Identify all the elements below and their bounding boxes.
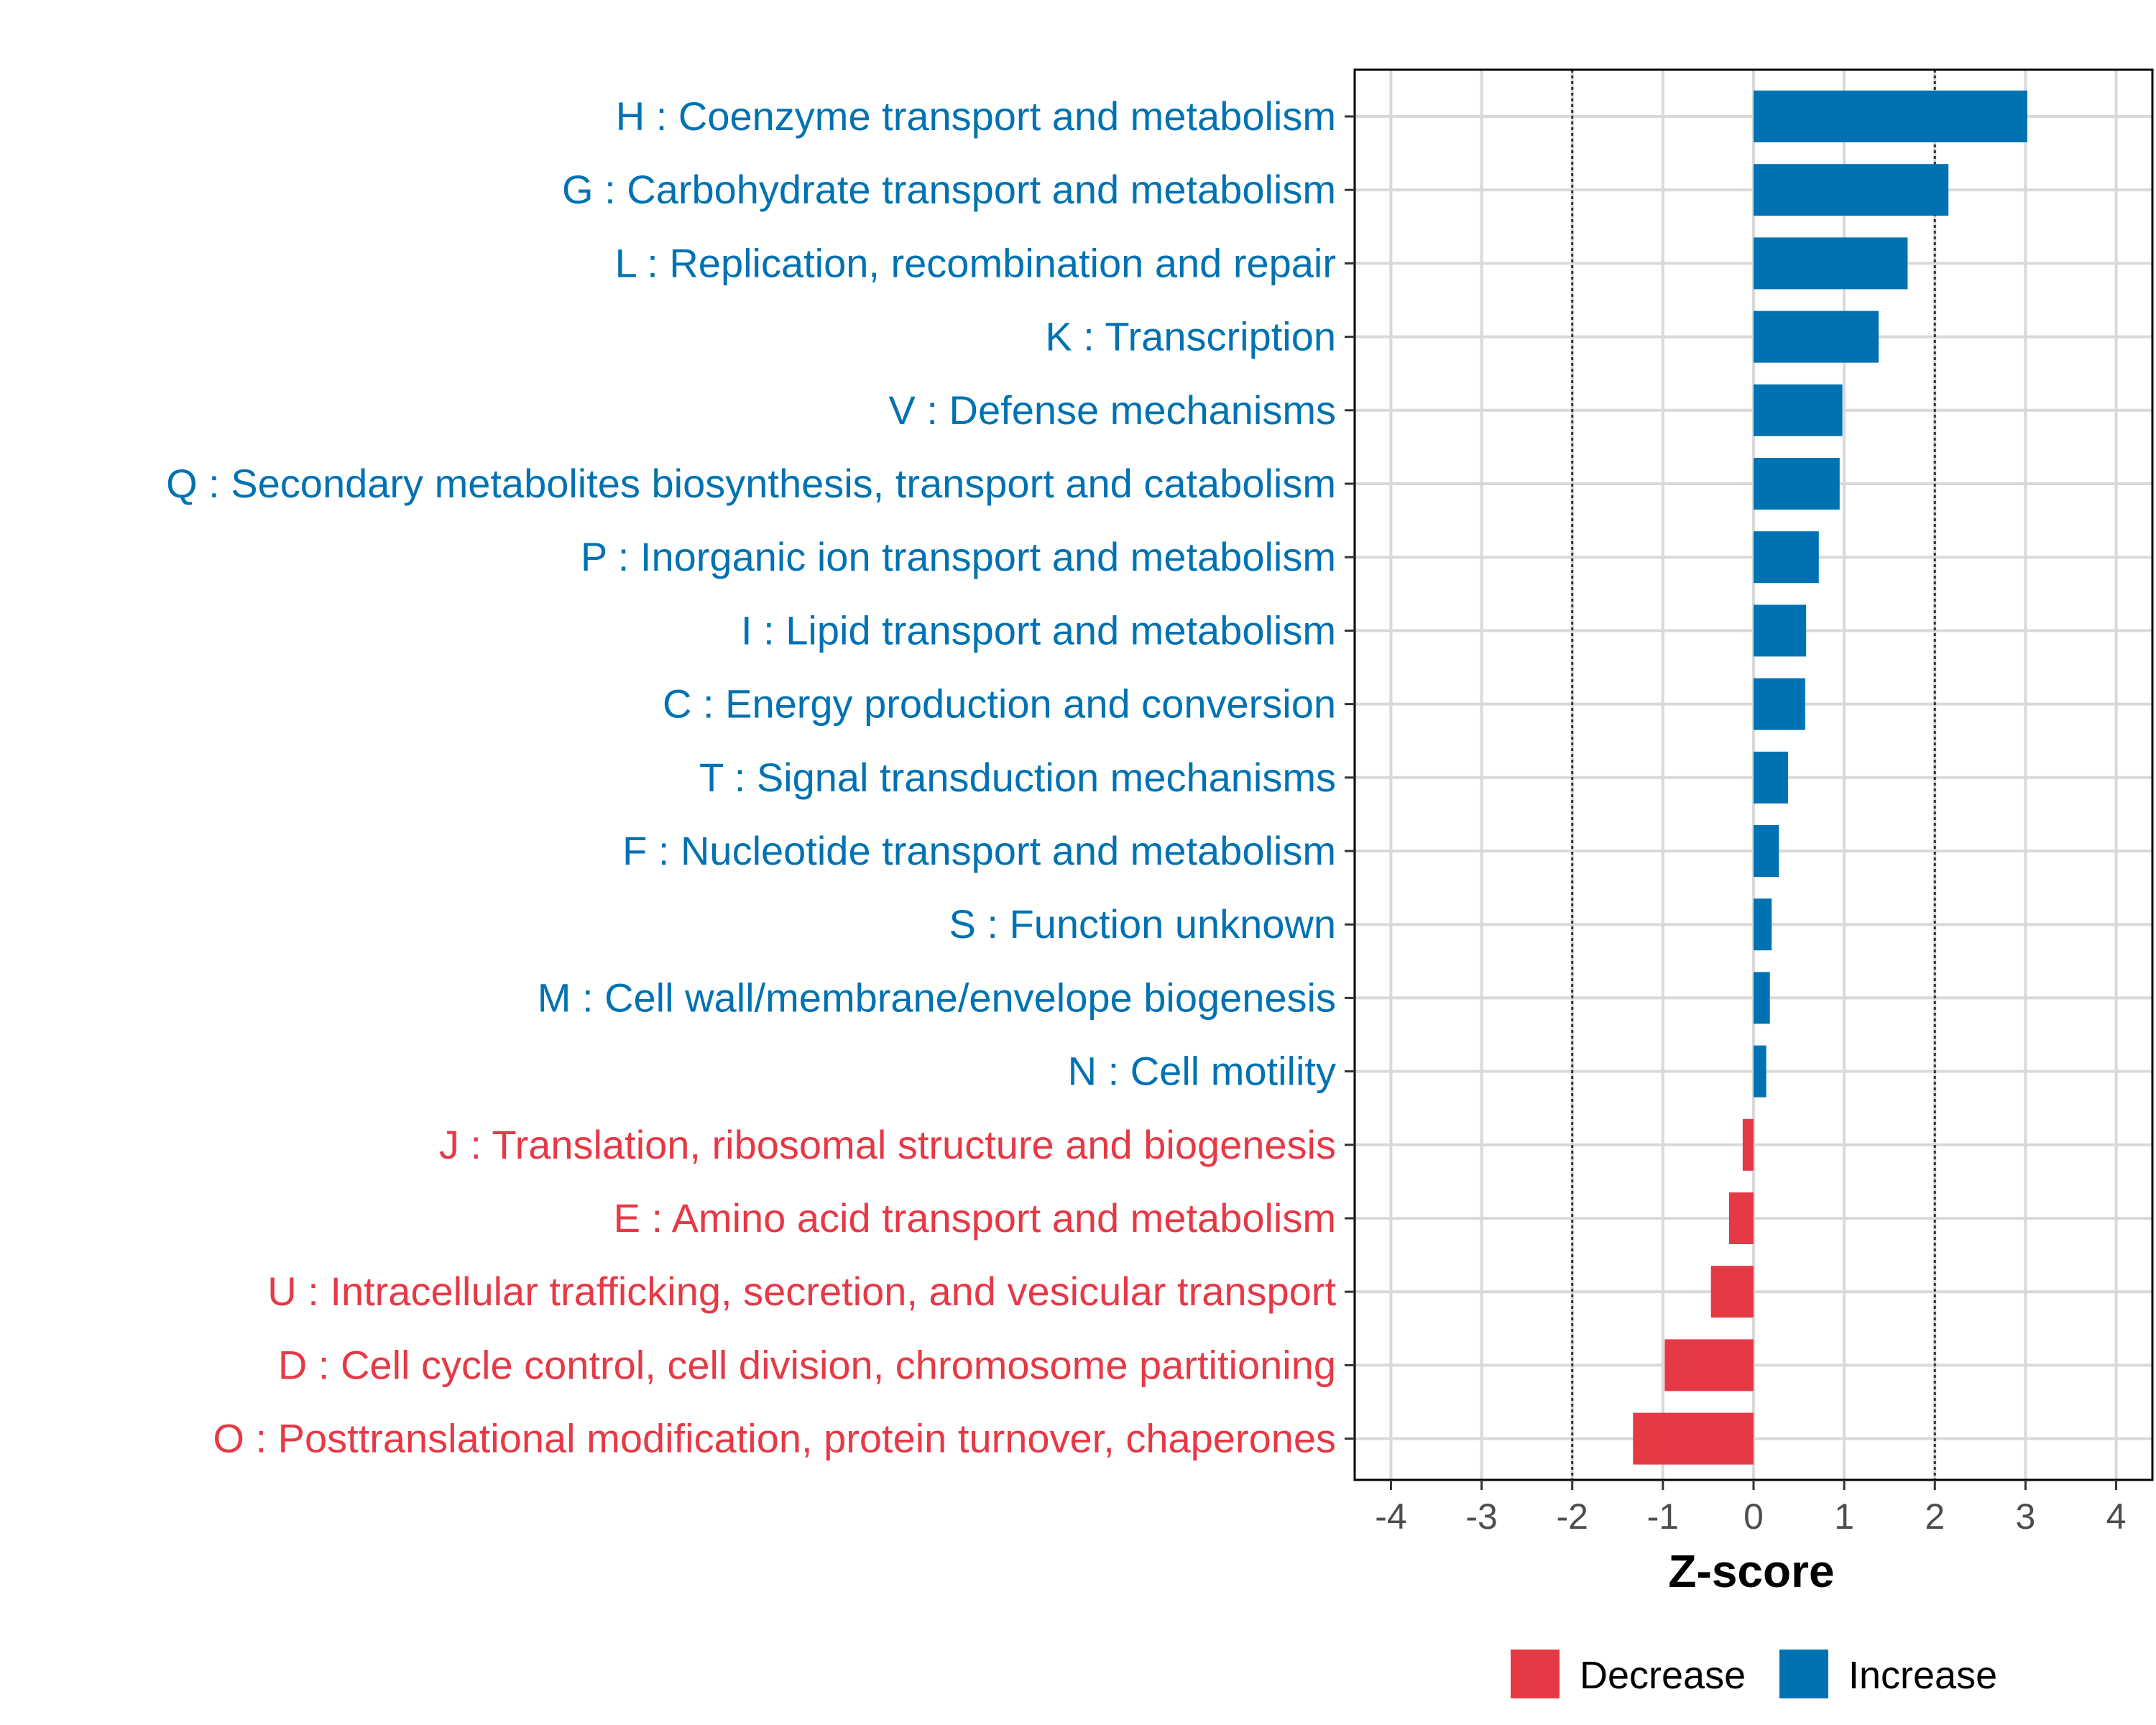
x-tick-label: -2 — [1556, 1496, 1588, 1537]
category-label: J : Translation, ribosomal structure and… — [439, 1122, 1336, 1167]
bar-decrease — [1728, 1192, 1754, 1244]
bar-increase — [1754, 91, 2027, 142]
category-label: G : Carbohydrate transport and metabolis… — [562, 167, 1336, 212]
category-label: K : Transcription — [1045, 314, 1336, 359]
legend-label: Decrease — [1580, 1654, 1746, 1697]
category-labels: H : Coenzyme transport and metabolism G :… — [166, 93, 1336, 1461]
bar-increase — [1754, 972, 1770, 1024]
bar-decrease — [1742, 1118, 1754, 1171]
bar-increase — [1754, 751, 1788, 804]
category-label: U : Intracellular trafficking, secretion… — [267, 1269, 1336, 1314]
category-label: N : Cell motility — [1068, 1049, 1336, 1094]
bar-increase — [1754, 237, 1908, 290]
x-axis-title: Z-score — [1668, 1545, 1834, 1597]
bar-increase — [1754, 825, 1779, 877]
category-label: M : Cell wall/membrane/envelope biogenes… — [538, 975, 1336, 1020]
category-label: H : Coenzyme transport and metabolism — [616, 93, 1336, 139]
bars — [1633, 91, 2027, 1465]
category-label: V : Defense mechanisms — [889, 387, 1336, 433]
category-label: C : Energy production and conversion — [663, 681, 1336, 727]
bar-increase — [1754, 164, 1949, 216]
bar-decrease — [1633, 1412, 1754, 1465]
bar-decrease — [1710, 1266, 1754, 1318]
category-label: D : Cell cycle control, cell division, c… — [278, 1342, 1336, 1387]
x-tick-label: 3 — [2016, 1496, 2036, 1537]
x-tick-label: 1 — [1834, 1496, 1854, 1537]
y-axis-ticks — [1345, 115, 1355, 1440]
bar-increase — [1754, 604, 1807, 657]
category-label: S : Function unknown — [949, 901, 1336, 947]
x-tick-label: 4 — [2106, 1496, 2127, 1537]
x-tick-label: -1 — [1647, 1496, 1679, 1537]
bar-increase — [1754, 384, 1843, 436]
category-label: F : Nucleotide transport and metabolism — [622, 828, 1336, 873]
bar-increase — [1754, 898, 1772, 951]
category-label: Q : Secondary metabolites biosynthesis, … — [166, 461, 1336, 506]
category-label: L : Replication, recombination and repai… — [615, 240, 1336, 285]
category-label: T : Signal transduction mechanisms — [699, 755, 1336, 800]
legend: Decrease Increase — [1511, 1650, 1997, 1698]
reference-lines — [1571, 70, 1936, 1480]
x-tick-label: 0 — [1743, 1496, 1764, 1537]
x-tick-label: 2 — [1925, 1496, 1945, 1537]
category-label: P : Inorganic ion transport and metaboli… — [581, 534, 1336, 579]
bar-increase — [1754, 1045, 1766, 1098]
legend-key — [1511, 1650, 1560, 1698]
legend-key — [1779, 1650, 1828, 1698]
x-axis-ticks: -4 -3 -2 -1 0 1 2 3 4 — [1375, 1480, 2126, 1537]
bar-decrease — [1664, 1339, 1754, 1392]
category-label: O : Posttranslational modification, prot… — [213, 1416, 1336, 1461]
x-tick-label: -3 — [1465, 1496, 1497, 1537]
category-label: E : Amino acid transport and metabolism — [614, 1195, 1336, 1241]
x-tick-label: -4 — [1375, 1496, 1406, 1537]
bar-increase — [1754, 458, 1840, 510]
bar-increase — [1754, 531, 1819, 584]
category-label: I : Lipid transport and metabolism — [741, 607, 1336, 653]
bar-increase — [1754, 678, 1805, 730]
legend-label: Increase — [1848, 1654, 1997, 1697]
bar-increase — [1754, 310, 1879, 363]
